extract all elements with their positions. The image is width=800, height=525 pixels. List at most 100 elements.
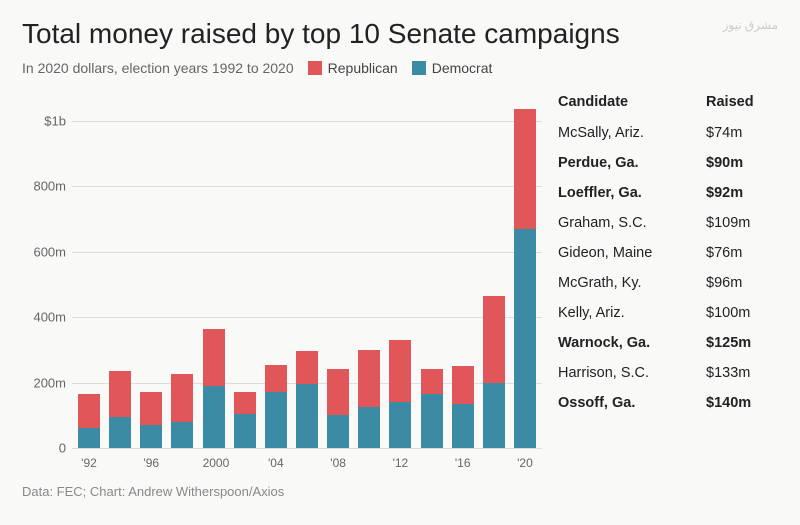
bar bbox=[234, 88, 256, 448]
candidate-cell: Loeffler, Ga. bbox=[558, 185, 706, 201]
raised-cell: $90m bbox=[706, 155, 776, 171]
y-tick: 200m bbox=[33, 375, 66, 390]
bar-segment-republican bbox=[358, 350, 380, 407]
col-candidate: Candidate bbox=[558, 94, 706, 110]
bar-segment-democrat bbox=[421, 394, 443, 448]
bar-segment-democrat bbox=[483, 383, 505, 448]
x-tick: '92 bbox=[78, 456, 100, 478]
candidate-cell: Graham, S.C. bbox=[558, 215, 706, 231]
bar-segment-democrat bbox=[171, 422, 193, 448]
x-tick bbox=[171, 456, 193, 478]
bar bbox=[203, 88, 225, 448]
bar-segment-democrat bbox=[78, 428, 100, 448]
candidate-table: Candidate Raised McSally, Ariz.$74m Perdu… bbox=[556, 88, 778, 478]
legend-item-democrat: Democrat bbox=[412, 60, 493, 76]
stacked-bar-chart: 0 200m 400m 600m 800m $1b '92 '96 2000 '04 '08 '12… bbox=[22, 88, 542, 478]
plot-area bbox=[72, 88, 542, 448]
raised-cell: $109m bbox=[706, 215, 776, 231]
bar-segment-democrat bbox=[234, 414, 256, 448]
x-tick: '20 bbox=[514, 456, 536, 478]
y-tick: 800m bbox=[33, 179, 66, 194]
x-tick: '04 bbox=[265, 456, 287, 478]
raised-cell: $76m bbox=[706, 245, 776, 261]
table-row: Gideon, Maine$76m bbox=[556, 238, 778, 268]
watermark: مشرق نیوز bbox=[723, 18, 778, 32]
table-row: Graham, S.C.$109m bbox=[556, 208, 778, 238]
candidate-cell: McSally, Ariz. bbox=[558, 125, 706, 141]
x-tick bbox=[109, 456, 131, 478]
subtitle: In 2020 dollars, election years 1992 to … bbox=[22, 60, 294, 76]
bar-segment-democrat bbox=[358, 407, 380, 448]
table-row: Loeffler, Ga.$92m bbox=[556, 178, 778, 208]
bar bbox=[171, 88, 193, 448]
legend-label: Republican bbox=[328, 60, 398, 76]
bar-segment-democrat bbox=[265, 392, 287, 448]
bar bbox=[389, 88, 411, 448]
raised-cell: $125m bbox=[706, 335, 776, 351]
bar-segment-republican bbox=[109, 371, 131, 417]
raised-cell: $92m bbox=[706, 185, 776, 201]
table-row: Warnock, Ga.$125m bbox=[556, 328, 778, 358]
raised-cell: $133m bbox=[706, 365, 776, 381]
bar bbox=[452, 88, 474, 448]
x-tick: '12 bbox=[389, 456, 411, 478]
raised-cell: $140m bbox=[706, 395, 776, 411]
bar-segment-republican bbox=[171, 374, 193, 421]
raised-cell: $96m bbox=[706, 275, 776, 291]
bar-segment-democrat bbox=[389, 402, 411, 448]
source-text: Data: FEC; Chart: Andrew Witherspoon/Axi… bbox=[22, 484, 778, 499]
swatch-democrat bbox=[412, 61, 426, 75]
x-tick bbox=[358, 456, 380, 478]
chart-title: Total money raised by top 10 Senate camp… bbox=[22, 18, 778, 50]
bar bbox=[358, 88, 380, 448]
candidate-cell: Ossoff, Ga. bbox=[558, 395, 706, 411]
candidate-cell: Kelly, Ariz. bbox=[558, 305, 706, 321]
bar-segment-democrat bbox=[140, 425, 162, 448]
bar bbox=[78, 88, 100, 448]
y-tick: $1b bbox=[44, 113, 66, 128]
bar-segment-republican bbox=[452, 366, 474, 404]
bar bbox=[109, 88, 131, 448]
x-tick: 2000 bbox=[203, 456, 225, 478]
bar bbox=[140, 88, 162, 448]
x-tick bbox=[483, 456, 505, 478]
col-raised: Raised bbox=[706, 94, 776, 110]
bar-segment-republican bbox=[389, 340, 411, 402]
table-row: Kelly, Ariz.$100m bbox=[556, 298, 778, 328]
bar bbox=[296, 88, 318, 448]
bar-segment-republican bbox=[78, 394, 100, 428]
bar-segment-republican bbox=[203, 329, 225, 386]
raised-cell: $100m bbox=[706, 305, 776, 321]
table-row: Perdue, Ga.$90m bbox=[556, 148, 778, 178]
bar-segment-republican bbox=[234, 392, 256, 413]
subtitle-row: In 2020 dollars, election years 1992 to … bbox=[22, 60, 778, 76]
table-header: Candidate Raised bbox=[556, 90, 778, 118]
bar bbox=[514, 88, 536, 448]
bar bbox=[327, 88, 349, 448]
bar bbox=[265, 88, 287, 448]
bar-segment-republican bbox=[140, 392, 162, 425]
x-axis: '92'962000'04'08'12'16'20 bbox=[72, 448, 542, 478]
table-row: Harrison, S.C.$133m bbox=[556, 358, 778, 388]
bar-segment-republican bbox=[514, 109, 536, 228]
y-tick: 0 bbox=[59, 441, 66, 456]
bar-segment-democrat bbox=[327, 415, 349, 448]
y-tick: 600m bbox=[33, 244, 66, 259]
swatch-republican bbox=[308, 61, 322, 75]
bar-segment-republican bbox=[483, 296, 505, 383]
x-tick bbox=[234, 456, 256, 478]
x-tick: '96 bbox=[140, 456, 162, 478]
raised-cell: $74m bbox=[706, 125, 776, 141]
y-axis: 0200m400m600m800m$1b bbox=[22, 88, 72, 448]
x-tick bbox=[421, 456, 443, 478]
bar bbox=[483, 88, 505, 448]
bar-segment-democrat bbox=[452, 404, 474, 448]
legend-label: Democrat bbox=[432, 60, 493, 76]
y-tick: 400m bbox=[33, 310, 66, 325]
bar-segment-democrat bbox=[514, 229, 536, 448]
candidate-cell: Gideon, Maine bbox=[558, 245, 706, 261]
x-tick bbox=[296, 456, 318, 478]
bar-segment-democrat bbox=[109, 417, 131, 448]
x-tick: '08 bbox=[327, 456, 349, 478]
bar-segment-republican bbox=[327, 369, 349, 415]
